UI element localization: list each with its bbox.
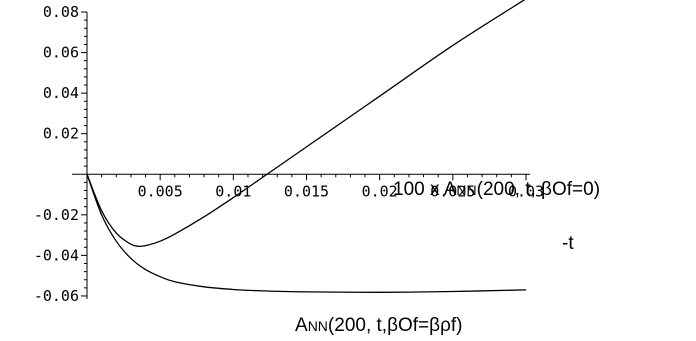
x-tick-label: 0.03 (508, 182, 544, 200)
x-tick-label: 0.01 (215, 182, 251, 200)
y-tick-label: -0.06 (34, 287, 79, 305)
ticks (81, 11, 527, 297)
series-line-upper (86, 0, 526, 248)
y-tick-label: 0.02 (43, 125, 79, 143)
y-tick-label: 0.04 (43, 84, 79, 102)
series-line-lower (86, 174, 527, 293)
x-axis-label: -t (562, 233, 574, 254)
y-tick-label: 0.06 (43, 44, 79, 62)
series-label-upper: 100 x ANN(200, t, βOf=0) (393, 179, 600, 200)
tick-labels: 0.08 0.06 0.04 0.02 -0.02 -0.04 -0.06 0.005 0.01… (34, 3, 544, 305)
curves (86, 0, 527, 293)
y-tick-label: -0.02 (34, 206, 79, 224)
y-tick-label: 0.08 (43, 3, 79, 21)
x-tick-label: 0.02 (362, 182, 398, 200)
series-label-lower: ANN(200, t,βOf=βρf) (295, 315, 463, 336)
y-tick-label: -0.04 (34, 246, 79, 264)
x-tick-label: 0.005 (138, 182, 183, 200)
axes (72, 12, 530, 299)
x-tick-label: 0.015 (284, 182, 329, 200)
x-tick-label: 0.025 (430, 182, 475, 200)
